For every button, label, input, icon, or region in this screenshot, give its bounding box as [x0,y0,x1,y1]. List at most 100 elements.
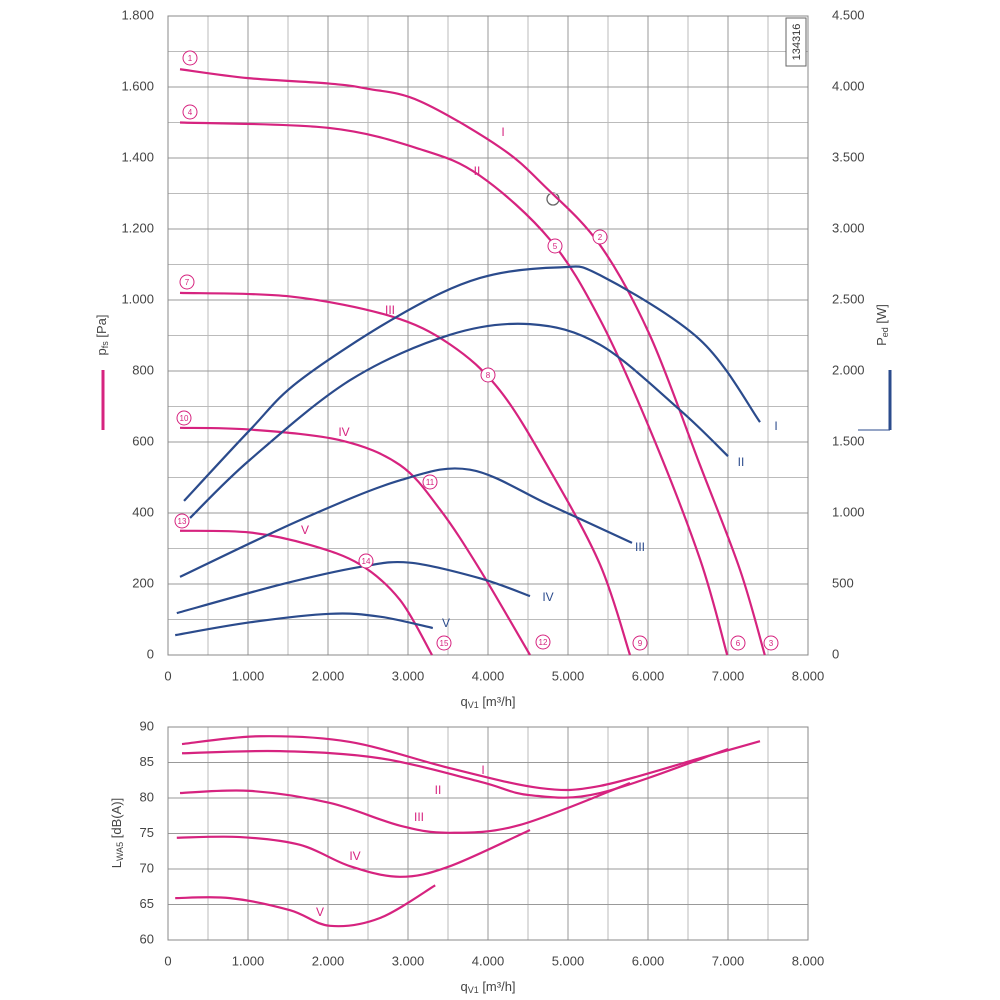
annotation-label: 7 [185,278,190,287]
series-label: III [385,303,395,317]
x-axis-label-sub: V1 [468,700,479,710]
x-axis-label-unit: [m³/h] [479,979,516,994]
series-label: II [738,455,745,469]
x-tick-label: 7.000 [712,668,745,683]
curve [189,322,729,519]
series-label: III [635,540,645,554]
y-tick-label: 1.800 [121,7,154,22]
x-tick-label: 7.000 [712,953,745,968]
series-label: I [774,419,777,433]
x-tick-label: 3.000 [392,668,425,683]
curve [175,884,436,928]
x-tick-label: 8.000 [792,953,825,968]
x-tick-label: 4.000 [472,668,505,683]
y2-tick-label: 3.500 [832,149,865,164]
y-axis-label-main: p [94,348,109,355]
annotation-circle [176,410,192,426]
y-tick-label: 400 [132,504,154,519]
y-tick-label: 90 [140,718,154,733]
series-label: IV [542,590,553,604]
annotation-circle [547,238,563,254]
annotation-circle [535,634,551,650]
y-axis-label: pfs [Pa] [94,315,110,356]
y2-tick-label: 2.500 [832,291,865,306]
code-label: 134316 [791,24,803,61]
annotation-circle [763,635,779,651]
y2-axis-label-main: P [874,337,889,346]
y2-tick-label: 500 [832,575,854,590]
annotation-label: 2 [598,233,603,242]
y2-tick-label: 4.500 [832,7,865,22]
y-tick-label: 200 [132,575,154,590]
y2-tick-label: 2.000 [832,362,865,377]
curve [181,735,761,792]
curve [175,612,434,637]
y2-tick-label: 4.000 [832,78,865,93]
x-axis-label-main: q [460,979,467,994]
annotation-label: 3 [769,639,774,648]
y-tick-label: 80 [140,789,154,804]
y-tick-label: 1.600 [121,78,154,93]
y-tick-label: 1.000 [121,291,154,306]
plot-frame [167,726,809,941]
annotation-circle [436,635,452,651]
x-tick-label: 5.000 [552,668,585,683]
code-box [785,17,807,67]
annotation-label: 13 [178,517,187,526]
series-label: V [442,616,450,630]
series-label: I [481,763,484,777]
annotation-label: 4 [188,108,193,117]
annotation-label: 8 [486,371,491,380]
curve [176,828,531,878]
curve [179,121,729,656]
x-axis-label-unit: [m³/h] [479,694,516,709]
curve [179,68,766,656]
annotation-circle [182,104,198,120]
annotation-label: 5 [553,242,558,251]
y-axis-label-sub: WA5 [115,842,125,861]
y2-axis-label-sub: ed [880,327,890,337]
y-tick-label: 1.400 [121,149,154,164]
y-axis-label-main: L [109,861,124,868]
x-axis-label: qV1 [m³/h] [460,694,515,710]
y2-tick-label: 1.000 [832,504,865,519]
annotation-label: 1 [188,54,193,63]
annotation-circle [730,635,746,651]
x-tick-label: 1.000 [232,953,265,968]
annotation-circle [422,474,438,490]
annotation-label: 12 [539,638,548,647]
annotation-label: 10 [180,414,189,423]
annotation-label: 15 [440,639,449,648]
annotation-label: 11 [426,478,435,487]
x-tick-label: 4.000 [472,953,505,968]
series-label: I [501,125,504,139]
y-axis-label: LWA5 [dB(A)] [109,798,125,868]
y2-tick-label: 1.500 [832,433,865,448]
series-label: V [301,523,309,537]
annotation-circle [632,635,648,651]
y2-tick-label: 3.000 [832,220,865,235]
annotation-circle [179,274,195,290]
series-label: IV [338,425,349,439]
series-label: III [414,810,424,824]
series-label: V [316,905,324,919]
y-tick-label: 75 [140,825,154,840]
y2-axis-label: Ped [W] [874,304,890,346]
x-tick-label: 3.000 [392,953,425,968]
x-tick-label: 2.000 [312,953,345,968]
x-axis-label: qV1 [m³/h] [460,979,515,995]
y-tick-label: 65 [140,896,154,911]
y-tick-label: 1.200 [121,220,154,235]
curve [179,426,531,656]
x-tick-label: 0 [164,668,171,683]
x-tick-label: 6.000 [632,668,665,683]
series-label: II [474,164,481,178]
annotation-label: 9 [638,639,643,648]
annotation-circle [174,513,190,529]
annotation-label: 14 [362,557,371,566]
x-axis-label-sub: V1 [468,985,479,995]
x-tick-label: 5.000 [552,953,585,968]
curve [179,467,633,578]
y-tick-label: 800 [132,362,154,377]
plot-frame [167,15,809,656]
